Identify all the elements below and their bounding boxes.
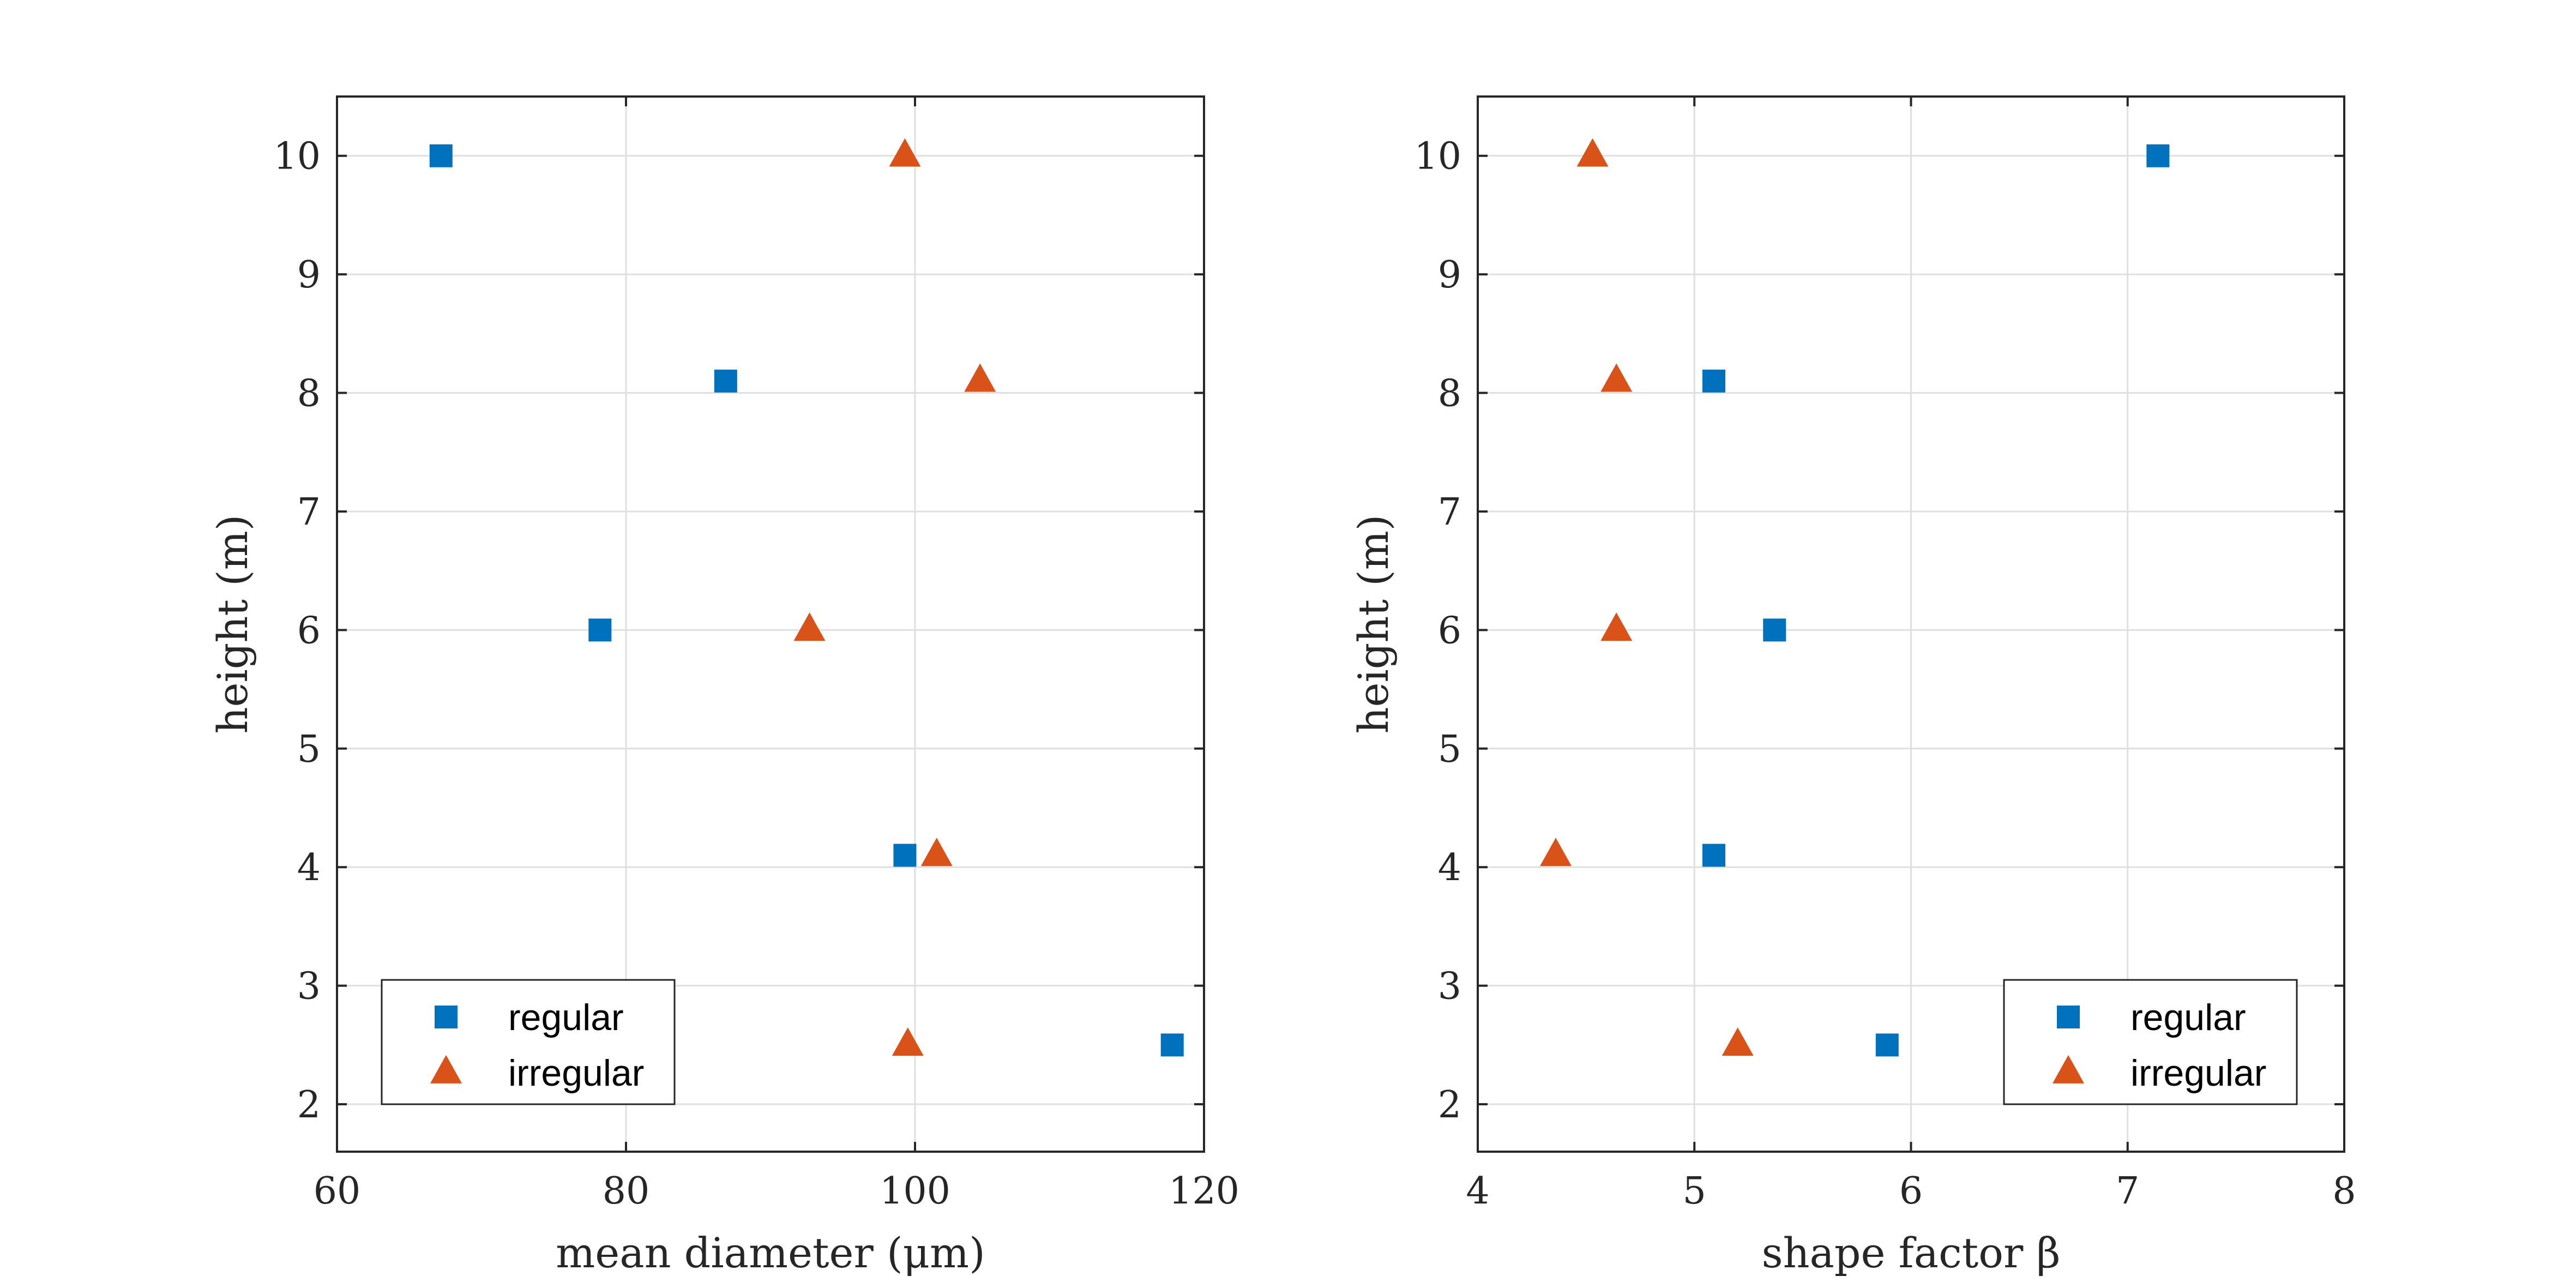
data-point-irregular	[889, 138, 921, 167]
chart-panel-shape-factor: 4 5 6 7 8 2 3 4 5 6 7 8 9 10 shape factor β height (m) r…	[1349, 95, 2356, 1277]
legend-marker-irregular	[2053, 1055, 2084, 1084]
x-tick-label: 7	[2116, 1170, 2139, 1213]
data-point-regular	[429, 144, 453, 167]
x-tick-label: 100	[880, 1170, 950, 1213]
series-regular	[429, 144, 1184, 1057]
y-tick-label: 10	[273, 135, 321, 178]
chart-panel-mean-diameter: 60 80 100 120 2 3 4 5 6 7 8 9 10 mean diameter (μm) he…	[208, 95, 1239, 1277]
x-tick-label: 80	[603, 1170, 650, 1213]
plot-area	[337, 97, 1204, 1152]
y-tick-label: 9	[297, 254, 321, 297]
data-point-regular	[1160, 1033, 1184, 1057]
legend-label-irregular: irregular	[2130, 1052, 2266, 1094]
x-tick-label: 5	[1683, 1170, 1706, 1213]
y-axis-title: height (m)	[208, 515, 257, 734]
data-point-irregular	[1600, 363, 1633, 392]
data-point-regular	[714, 369, 737, 393]
data-point-regular	[1702, 369, 1726, 393]
data-point-regular	[893, 844, 917, 867]
x-tick-label: 4	[1466, 1170, 1489, 1213]
y-axis-title: height (m)	[1349, 515, 1398, 734]
y-tick-label: 7	[1438, 491, 1461, 534]
legend-marker-regular	[2057, 1006, 2080, 1028]
y-tick-label: 9	[1438, 254, 1461, 297]
y-tick-label: 7	[297, 491, 321, 534]
y-tick-label: 8	[297, 372, 321, 416]
axes-frame	[336, 95, 1205, 1153]
series-irregular	[1540, 138, 1754, 1056]
data-point-regular	[588, 618, 612, 642]
data-point-irregular	[964, 363, 996, 392]
y-tick-label: 5	[297, 728, 321, 771]
y-tick-label: 6	[1438, 609, 1461, 652]
legend-marker-regular	[435, 1006, 458, 1028]
data-point-irregular	[892, 1027, 924, 1056]
y-tick-label: 3	[297, 965, 321, 1008]
legend-marker-irregular	[430, 1055, 462, 1084]
x-tick-label: 120	[1169, 1170, 1239, 1213]
data-point-irregular	[1722, 1027, 1754, 1056]
legend-label-regular: regular	[508, 997, 624, 1038]
y-tick-label: 5	[1438, 728, 1461, 771]
y-tick-label: 6	[297, 609, 321, 652]
data-point-regular	[1702, 844, 1726, 867]
y-tick-label: 3	[1438, 965, 1461, 1008]
x-tick-label: 60	[314, 1170, 361, 1213]
data-point-irregular	[920, 838, 953, 866]
legend: regular irregular	[2003, 979, 2298, 1105]
legend-label-regular: regular	[2130, 997, 2246, 1038]
legend-box	[2003, 979, 2298, 1105]
x-tick-label: 6	[1899, 1170, 1923, 1213]
data-point-regular	[1875, 1033, 1899, 1057]
legend: regular irregular	[381, 979, 676, 1105]
x-tick-label: 8	[2332, 1170, 2356, 1213]
legend-box	[381, 979, 676, 1105]
x-axis-title: shape factor β	[1762, 1229, 2061, 1277]
data-point-regular	[1763, 618, 1786, 642]
series-regular	[1702, 144, 2170, 1057]
data-point-irregular	[1576, 138, 1609, 167]
data-point-irregular	[793, 612, 826, 641]
series-irregular	[793, 138, 996, 1056]
data-point-regular	[2146, 144, 2170, 167]
y-tick-label: 2	[297, 1084, 321, 1127]
y-tick-label: 4	[297, 846, 321, 889]
y-tick-label: 8	[1438, 372, 1461, 416]
data-point-irregular	[1600, 612, 1633, 641]
data-point-irregular	[1540, 838, 1572, 866]
legend-label-irregular: irregular	[508, 1052, 644, 1094]
x-axis-title: mean diameter (μm)	[556, 1229, 985, 1277]
y-tick-label: 10	[1414, 135, 1461, 178]
y-tick-label: 2	[1438, 1084, 1461, 1127]
y-tick-label: 4	[1438, 846, 1461, 889]
